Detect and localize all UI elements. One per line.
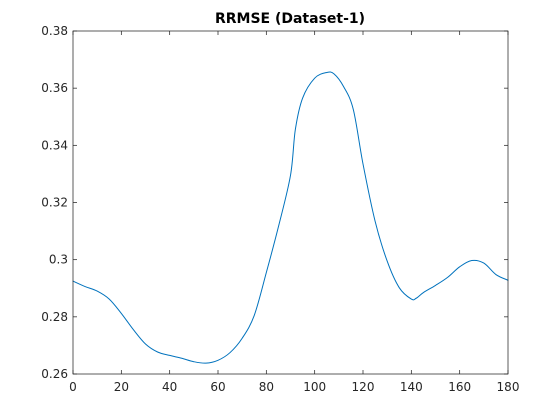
x-tick-label: 100 xyxy=(303,380,326,394)
y-tick-label: 0.38 xyxy=(41,24,68,38)
axes-box xyxy=(72,30,509,375)
chart-title: RRMSE (Dataset-1) xyxy=(215,11,365,27)
x-tick-label: 0 xyxy=(69,380,77,394)
x-tick-label: 20 xyxy=(114,380,129,394)
y-tick-label: 0.28 xyxy=(41,310,68,324)
y-tick-label: 0.36 xyxy=(41,81,68,95)
x-tick-label: 160 xyxy=(448,380,471,394)
plot-area xyxy=(73,31,508,374)
x-tick-labels: 0 20 40 60 80 100 120 140 160 180 xyxy=(69,380,519,394)
x-tick-label: 140 xyxy=(400,380,423,394)
y-tick-label: 0.3 xyxy=(49,253,68,267)
y-tick-labels: 0.26 0.28 0.3 0.32 0.34 0.36 0.38 xyxy=(41,24,68,381)
x-tick-label: 80 xyxy=(259,380,274,394)
y-tick-label: 0.32 xyxy=(41,196,68,210)
y-tick-label: 0.34 xyxy=(41,138,68,152)
x-tick-label: 40 xyxy=(162,380,177,394)
y-tick-label: 0.26 xyxy=(41,367,68,381)
x-tick-label: 60 xyxy=(210,380,225,394)
series-line xyxy=(72,71,509,364)
series-layer xyxy=(72,71,509,364)
x-tick-label: 180 xyxy=(497,380,520,394)
x-tick-label: 120 xyxy=(352,380,375,394)
